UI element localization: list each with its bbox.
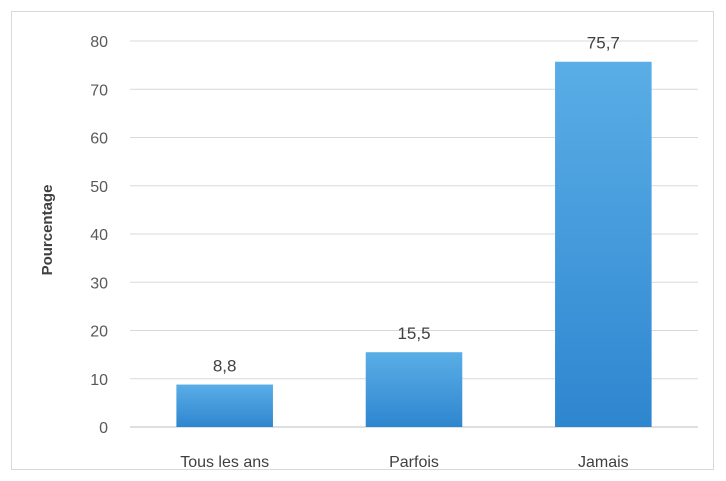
bar-1 xyxy=(176,384,273,427)
data-label-3: 75,7 xyxy=(587,34,620,53)
y-tick-label-70: 70 xyxy=(90,82,108,99)
y-axis-ticks: 0 10 20 30 40 50 60 70 80 xyxy=(90,34,108,437)
x-axis-categories: Tous les ans Parfois Jamais xyxy=(180,454,628,471)
y-tick-label-30: 30 xyxy=(90,275,108,292)
x-category-label-3: Jamais xyxy=(578,454,629,471)
y-tick-label-50: 50 xyxy=(90,179,108,196)
y-tick-label-60: 60 xyxy=(90,131,108,148)
y-tick-label-20: 20 xyxy=(90,324,108,341)
y-axis-title: Pourcentage xyxy=(39,185,56,276)
data-labels: 8,8 15,5 75,7 xyxy=(213,34,620,376)
data-label-2: 15,5 xyxy=(397,324,430,343)
x-category-label-1: Tous les ans xyxy=(180,454,269,471)
y-tick-label-10: 10 xyxy=(90,372,108,389)
y-tick-label-0: 0 xyxy=(99,420,108,437)
bar-3 xyxy=(555,61,652,428)
y-tick-label-40: 40 xyxy=(90,227,108,244)
data-label-1: 8,8 xyxy=(213,357,237,376)
bars xyxy=(176,61,652,428)
x-category-label-2: Parfois xyxy=(389,454,439,471)
y-tick-label-80: 80 xyxy=(90,34,108,51)
bar-2 xyxy=(365,352,463,427)
